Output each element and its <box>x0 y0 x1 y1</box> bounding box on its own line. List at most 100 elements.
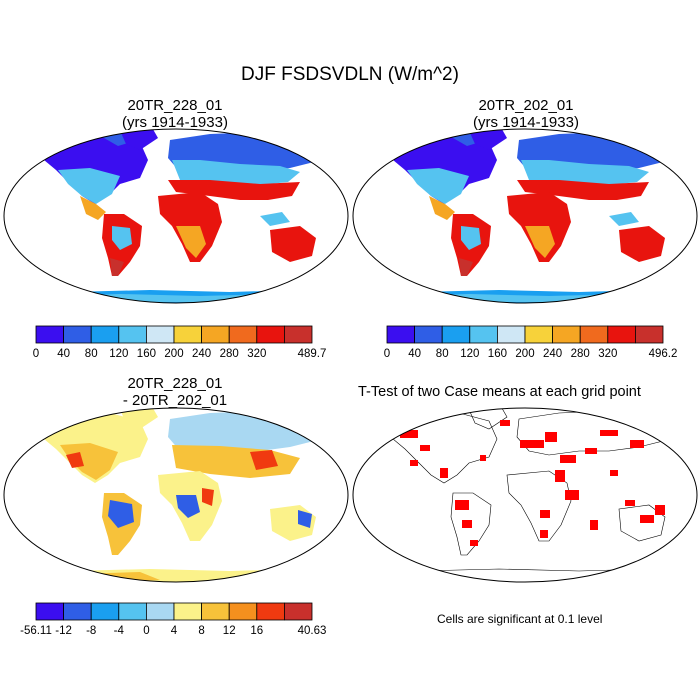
map-case2-southern-africa <box>525 226 555 258</box>
colorbar-diff-swatch <box>256 602 285 621</box>
ttest-cell <box>590 520 598 530</box>
map-case1-amazon <box>112 226 132 250</box>
colorbar-case1-swatch <box>201 325 230 344</box>
map-diff-central-africa <box>176 495 200 518</box>
panel-title-diff-line2: - 20TR_202_01 <box>122 392 228 409</box>
ttest-cell <box>462 520 472 528</box>
map-case1-south-asia <box>168 180 300 200</box>
map-diff-china-hotspot <box>250 450 278 470</box>
map-case1-north-america <box>40 134 148 204</box>
ttest-cell <box>440 468 448 478</box>
colorbar-case2-swatch <box>579 325 609 344</box>
map-case1-indonesia <box>260 212 290 226</box>
map-diff <box>3 407 349 583</box>
colorbar-case1-swatch <box>118 325 147 344</box>
panel-title-case1-line2: (yrs 1914-1933) <box>122 114 228 131</box>
map-case1-australia <box>270 226 316 262</box>
colorbar-case1-tick-label: 80 <box>85 348 98 360</box>
colorbar-case2-tick-label: 496.2 <box>649 348 678 360</box>
colorbar-diff-swatch <box>228 602 258 621</box>
ttest-cell <box>625 500 635 506</box>
map-diff-antarctica <box>20 569 340 582</box>
ttest-cell <box>500 420 510 426</box>
map-case2 <box>352 128 698 304</box>
figure-title: DJF FSDSVDLN (W/m^2) <box>241 64 459 85</box>
panel-title-case2-line1: 20TR_202_01 <box>478 97 574 114</box>
ttest-cell <box>410 460 418 466</box>
colorbar-case2-tick-label: 240 <box>543 348 562 360</box>
colorbar-case1-swatch <box>35 325 65 344</box>
panel-title-diff: 20TR_228_01 - 20TR_202_01 <box>15 375 335 409</box>
map-case2-central-america <box>429 196 455 220</box>
ttest-cell <box>600 430 618 436</box>
colorbar-case2-swatch <box>524 325 554 344</box>
colorbar-diff-tick-label: -4 <box>114 625 125 637</box>
colorbar-case1-tick-label: 160 <box>137 348 156 360</box>
colorbar-case1-tick-label: 40 <box>57 348 70 360</box>
colorbar-case2-swatch <box>607 325 636 344</box>
colorbar-case1-swatch <box>283 325 313 344</box>
map-diff-usa-hotspot <box>66 452 84 468</box>
map-case2-australia <box>619 226 665 262</box>
map-case1-usa <box>58 168 120 204</box>
colorbar-case1-tick-label: 0 <box>33 348 39 360</box>
colorbar-diff-tick-label: -12 <box>55 625 72 637</box>
colorbar-case2-tick-label: 200 <box>515 348 534 360</box>
colorbar-case2-tick-label: 160 <box>488 348 507 360</box>
map-diff-australia-cool <box>298 510 312 528</box>
map-case2-outline <box>352 128 698 304</box>
ttest-cell <box>545 432 557 442</box>
map-case1-southern-africa <box>176 226 206 258</box>
map-ttest-significant-cells <box>400 420 665 546</box>
colorbar-case1-swatch <box>63 325 92 344</box>
colorbar-case2-swatch <box>414 325 443 344</box>
colorbar-case1-swatch <box>228 325 258 344</box>
panel-title-case2: 20TR_202_01 (yrs 1914-1933) <box>366 97 686 131</box>
colorbar-case2-swatch <box>441 325 471 344</box>
ttest-cell <box>560 455 576 463</box>
map-case2-north-america <box>389 134 497 204</box>
colorbar-case1-tick-label: 280 <box>220 348 239 360</box>
ttest-cell <box>555 470 565 482</box>
map-ttest-background <box>353 408 697 582</box>
map-case2-usa <box>407 168 469 204</box>
ttest-cell <box>480 455 486 461</box>
map-case2-south-asia <box>517 180 649 200</box>
map-diff-east-africa-hotspot <box>202 488 214 506</box>
colorbar-case2-tick-label: 280 <box>571 348 590 360</box>
map-case1-outline <box>3 128 349 304</box>
colorbar-diff-tick-label: 40.63 <box>298 625 327 637</box>
map-ttest-outline <box>352 407 698 583</box>
colorbar-diff-tick-label: 16 <box>250 625 263 637</box>
colorbar-diff-swatch <box>118 602 147 621</box>
colorbar-diff-tick-label: 0 <box>143 625 149 637</box>
map-diff-amazon <box>108 500 134 528</box>
colorbar-diff-tick-label: -8 <box>86 625 96 637</box>
panel-title-diff-line1: 20TR_228_01 <box>127 375 223 392</box>
colorbar-diff-tick-label: 8 <box>198 625 204 637</box>
colorbar-case1-tick-label: 240 <box>192 348 211 360</box>
ttest-cell <box>565 490 579 500</box>
panel-title-case2-line2: (yrs 1914-1933) <box>473 114 579 131</box>
colorbar-diff-swatch <box>63 602 92 621</box>
colorbar-diff-tick-label: -56.11 <box>20 625 52 637</box>
map-case2-indonesia <box>609 212 639 226</box>
panel-title-case1-line1: 20TR_228_01 <box>127 97 223 114</box>
map-diff-usa <box>60 443 118 480</box>
ttest-cell <box>540 510 550 518</box>
ttest-cell <box>630 440 644 448</box>
colorbar-case1-tick-label: 120 <box>109 348 128 360</box>
panel-title-ttest: T-Test of two Case means at each grid po… <box>358 384 641 400</box>
colorbar-case2-swatch <box>635 325 664 344</box>
colorbar-case1-swatch <box>173 325 203 344</box>
colorbar-case1-tick-label: 320 <box>247 348 266 360</box>
colorbar-case2-tick-label: 120 <box>460 348 479 360</box>
map-case2-eurasia-mid <box>521 160 649 186</box>
ttest-cell <box>455 500 469 510</box>
map-case1-eurasia-mid <box>172 160 300 186</box>
colorbar-case2-tick-label: 320 <box>598 348 617 360</box>
map-case1 <box>3 128 349 304</box>
colorbar-case1-swatch <box>256 325 285 344</box>
colorbar-case2-swatch <box>386 325 416 344</box>
ttest-cell <box>520 440 544 448</box>
